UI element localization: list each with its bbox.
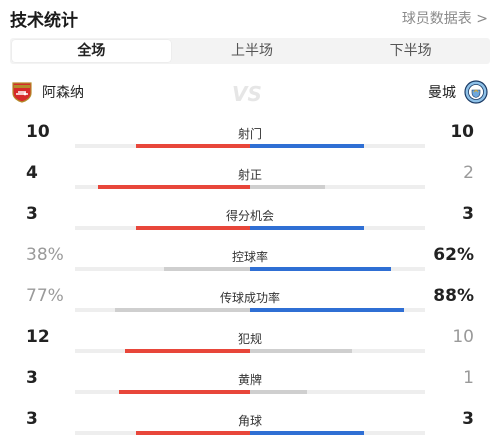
stat-row: 38% 控球率 62% bbox=[0, 245, 500, 285]
vs-mark: VS bbox=[232, 82, 262, 106]
home-bar-fill bbox=[119, 390, 250, 394]
away-bar-fill bbox=[250, 144, 364, 148]
section-title: 技术统计 bbox=[10, 11, 78, 31]
away-team-name: 曼城 bbox=[428, 85, 456, 101]
home-value: 3 bbox=[26, 409, 38, 429]
stat-row: 12 犯规 10 bbox=[0, 327, 500, 367]
home-value: 77% bbox=[26, 286, 64, 306]
stat-row: 3 得分机会 3 bbox=[0, 204, 500, 244]
away-bar-fill bbox=[250, 185, 325, 189]
away-team: 曼城 bbox=[428, 80, 488, 104]
player-stats-link[interactable]: 球员数据表 > bbox=[401, 11, 488, 27]
home-bar-fill bbox=[136, 144, 250, 148]
home-team: 阿森纳 bbox=[10, 80, 84, 104]
away-bar-track bbox=[250, 144, 425, 148]
away-value: 3 bbox=[462, 409, 474, 429]
stat-row: 10 射门 10 bbox=[0, 122, 500, 162]
stat-label: 传球成功率 bbox=[219, 291, 280, 305]
home-bar-track bbox=[75, 185, 250, 189]
away-bar-fill bbox=[250, 267, 391, 271]
away-value: 1 bbox=[463, 368, 474, 388]
home-bar-track bbox=[75, 431, 250, 435]
stat-row: 3 黄牌 1 bbox=[0, 368, 500, 408]
stat-label: 射正 bbox=[237, 168, 262, 182]
away-bar-track bbox=[250, 349, 425, 353]
away-bar-fill bbox=[250, 308, 404, 312]
home-bar-track bbox=[75, 349, 250, 353]
home-value: 3 bbox=[26, 368, 38, 388]
teams-header: 阿森纳 VS 曼城 bbox=[0, 78, 500, 108]
away-value: 88% bbox=[433, 286, 474, 306]
home-value: 10 bbox=[26, 122, 50, 142]
stat-label: 角球 bbox=[237, 414, 262, 428]
arsenal-badge-icon bbox=[12, 82, 32, 103]
away-value: 62% bbox=[433, 245, 474, 265]
home-team-name: 阿森纳 bbox=[42, 85, 84, 101]
tab-second-half[interactable]: 下半场 bbox=[389, 43, 432, 59]
home-value: 12 bbox=[26, 327, 50, 347]
away-value: 10 bbox=[450, 122, 474, 142]
away-bar-track bbox=[250, 267, 425, 271]
stat-label: 得分机会 bbox=[225, 209, 274, 223]
away-bar-track bbox=[250, 390, 425, 394]
home-bar-track bbox=[75, 267, 250, 271]
tab-first-half[interactable]: 上半场 bbox=[231, 43, 273, 59]
away-bar-track bbox=[250, 308, 425, 312]
stat-row: 3 角球 3 bbox=[0, 409, 500, 440]
away-bar-fill bbox=[250, 226, 364, 230]
home-bar-fill bbox=[136, 431, 250, 435]
home-bar-track bbox=[75, 226, 250, 230]
away-bar-fill bbox=[250, 349, 352, 353]
home-bar-fill bbox=[115, 308, 250, 312]
home-bar-track bbox=[75, 390, 250, 394]
away-bar-fill bbox=[250, 431, 364, 435]
home-bar-track bbox=[75, 308, 250, 312]
tab-full-match[interactable]: 全场 bbox=[12, 40, 171, 62]
stat-label: 控球率 bbox=[231, 250, 268, 264]
stat-label: 犯规 bbox=[237, 332, 262, 346]
away-value: 2 bbox=[463, 163, 474, 183]
away-value: 3 bbox=[462, 204, 474, 224]
period-tabs: 全场 上半场 下半场 bbox=[10, 38, 490, 64]
home-value: 3 bbox=[26, 204, 38, 224]
home-bar-fill bbox=[136, 226, 250, 230]
home-bar-fill bbox=[98, 185, 250, 189]
stat-row: 77% 传球成功率 88% bbox=[0, 286, 500, 326]
home-value: 38% bbox=[26, 245, 64, 265]
manchester-city-badge-icon bbox=[464, 80, 488, 104]
home-bar-fill bbox=[125, 349, 250, 353]
away-bar-fill bbox=[250, 390, 307, 394]
stats-header: 技术统计 球员数据表 > bbox=[0, 0, 500, 34]
stat-row: 4 射正 2 bbox=[0, 163, 500, 203]
stat-label: 黄牌 bbox=[237, 373, 262, 387]
away-bar-track bbox=[250, 185, 425, 189]
home-value: 4 bbox=[26, 163, 38, 183]
home-bar-track bbox=[75, 144, 250, 148]
home-bar-fill bbox=[164, 267, 250, 271]
stat-label: 射门 bbox=[237, 127, 262, 141]
away-bar-track bbox=[250, 226, 425, 230]
away-bar-track bbox=[250, 431, 425, 435]
away-value: 10 bbox=[452, 327, 474, 347]
